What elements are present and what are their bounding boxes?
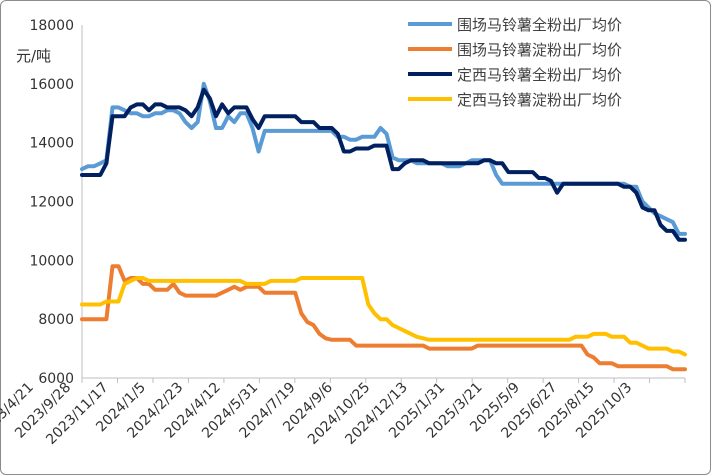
y-tick-labels: 6000 8000 10000 12000 14000 16000 18000 <box>29 18 74 387</box>
y-tick-label: 16000 <box>29 77 74 93</box>
legend-label: 定西马铃薯全粉出厂均价 <box>457 66 622 84</box>
y-tick-label: 18000 <box>29 18 74 34</box>
y-tick-label: 12000 <box>29 195 74 211</box>
series-line-4 <box>80 276 687 357</box>
y-tick-label: 14000 <box>29 136 74 152</box>
y-tick-label: 8000 <box>38 312 74 328</box>
y-axis-unit-label: 元/吨 <box>16 47 51 65</box>
series-lines <box>80 81 687 372</box>
legend-label: 定西马铃薯淀粉出厂均价 <box>457 91 622 109</box>
legend: 围场马铃薯全粉出厂均价围场马铃薯淀粉出厂均价定西马铃薯全粉出厂均价定西马铃薯淀粉… <box>408 16 622 109</box>
series-line-2 <box>80 264 687 372</box>
legend-label: 围场马铃薯淀粉出厂均价 <box>457 41 622 59</box>
x-tick-marks <box>81 378 686 383</box>
y-tick-label: 6000 <box>38 371 74 387</box>
series-line-3 <box>80 87 687 242</box>
legend-label: 围场马铃薯全粉出厂均价 <box>457 16 622 34</box>
y-tick-label: 10000 <box>29 253 74 269</box>
x-tick-labels: 2023/4/212023/9/282023/11/172024/1/52024… <box>0 379 635 447</box>
